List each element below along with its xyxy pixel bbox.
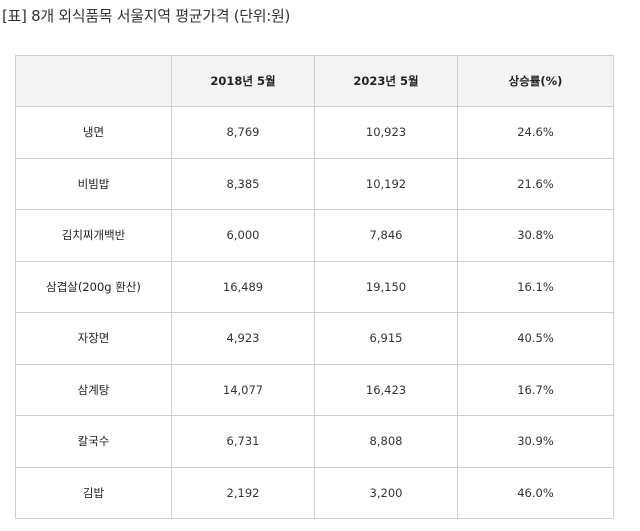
increase-rate-cell: 16.1% <box>457 260 614 313</box>
table-row: 김치찌개백반 6,000 7,846 30.8% <box>15 209 614 262</box>
price-2023-cell: 16,423 <box>314 363 458 416</box>
table-row: 삼계탕 14,077 16,423 16.7% <box>15 363 614 416</box>
price-2018-cell: 16,489 <box>171 260 315 313</box>
item-name-cell: 비빔밥 <box>15 157 172 210</box>
price-2023-cell: 8,808 <box>314 415 458 468</box>
increase-rate-cell: 16.7% <box>457 363 614 416</box>
item-name-cell: 냉면 <box>15 106 172 159</box>
item-name-cell: 삼계탕 <box>15 363 172 416</box>
price-2018-cell: 6,731 <box>171 415 315 468</box>
price-2023-cell: 19,150 <box>314 260 458 313</box>
increase-rate-cell: 46.0% <box>457 466 614 519</box>
increase-rate-cell: 30.9% <box>457 415 614 468</box>
increase-rate-cell: 21.6% <box>457 157 614 210</box>
price-2018-cell: 14,077 <box>171 363 315 416</box>
header-item <box>15 55 172 107</box>
item-name-cell: 칼국수 <box>15 415 172 468</box>
price-2018-cell: 2,192 <box>171 466 315 519</box>
table-row: 비빔밥 8,385 10,192 21.6% <box>15 157 614 210</box>
price-2023-cell: 6,915 <box>314 312 458 365</box>
price-2023-cell: 10,923 <box>314 106 458 159</box>
price-2018-cell: 8,769 <box>171 106 315 159</box>
price-table: 2018년 5월 2023년 5월 상승률(%) 냉면 8,769 10,923… <box>15 55 614 519</box>
item-name-cell: 자장면 <box>15 312 172 365</box>
item-name-cell: 김치찌개백반 <box>15 209 172 262</box>
increase-rate-cell: 30.8% <box>457 209 614 262</box>
increase-rate-cell: 40.5% <box>457 312 614 365</box>
price-2018-cell: 4,923 <box>171 312 315 365</box>
table-row: 칼국수 6,731 8,808 30.9% <box>15 415 614 468</box>
table-row: 냉면 8,769 10,923 24.6% <box>15 106 614 159</box>
table-row: 자장면 4,923 6,915 40.5% <box>15 312 614 365</box>
item-name-cell: 삼겹살(200g 환산) <box>15 260 172 313</box>
price-2018-cell: 6,000 <box>171 209 315 262</box>
item-name-cell: 김밥 <box>15 466 172 519</box>
table-header-row: 2018년 5월 2023년 5월 상승률(%) <box>15 55 614 107</box>
increase-rate-cell: 24.6% <box>457 106 614 159</box>
price-2018-cell: 8,385 <box>171 157 315 210</box>
header-increase-rate: 상승률(%) <box>457 55 614 107</box>
price-2023-cell: 10,192 <box>314 157 458 210</box>
table-row: 김밥 2,192 3,200 46.0% <box>15 466 614 519</box>
header-2018-may: 2018년 5월 <box>171 55 315 107</box>
header-2023-may: 2023년 5월 <box>314 55 458 107</box>
table-caption: [표] 8개 외식품목 서울지역 평균가격 (단위:원) <box>2 7 291 25</box>
price-2023-cell: 7,846 <box>314 209 458 262</box>
price-2023-cell: 3,200 <box>314 466 458 519</box>
table-row: 삼겹살(200g 환산) 16,489 19,150 16.1% <box>15 260 614 313</box>
